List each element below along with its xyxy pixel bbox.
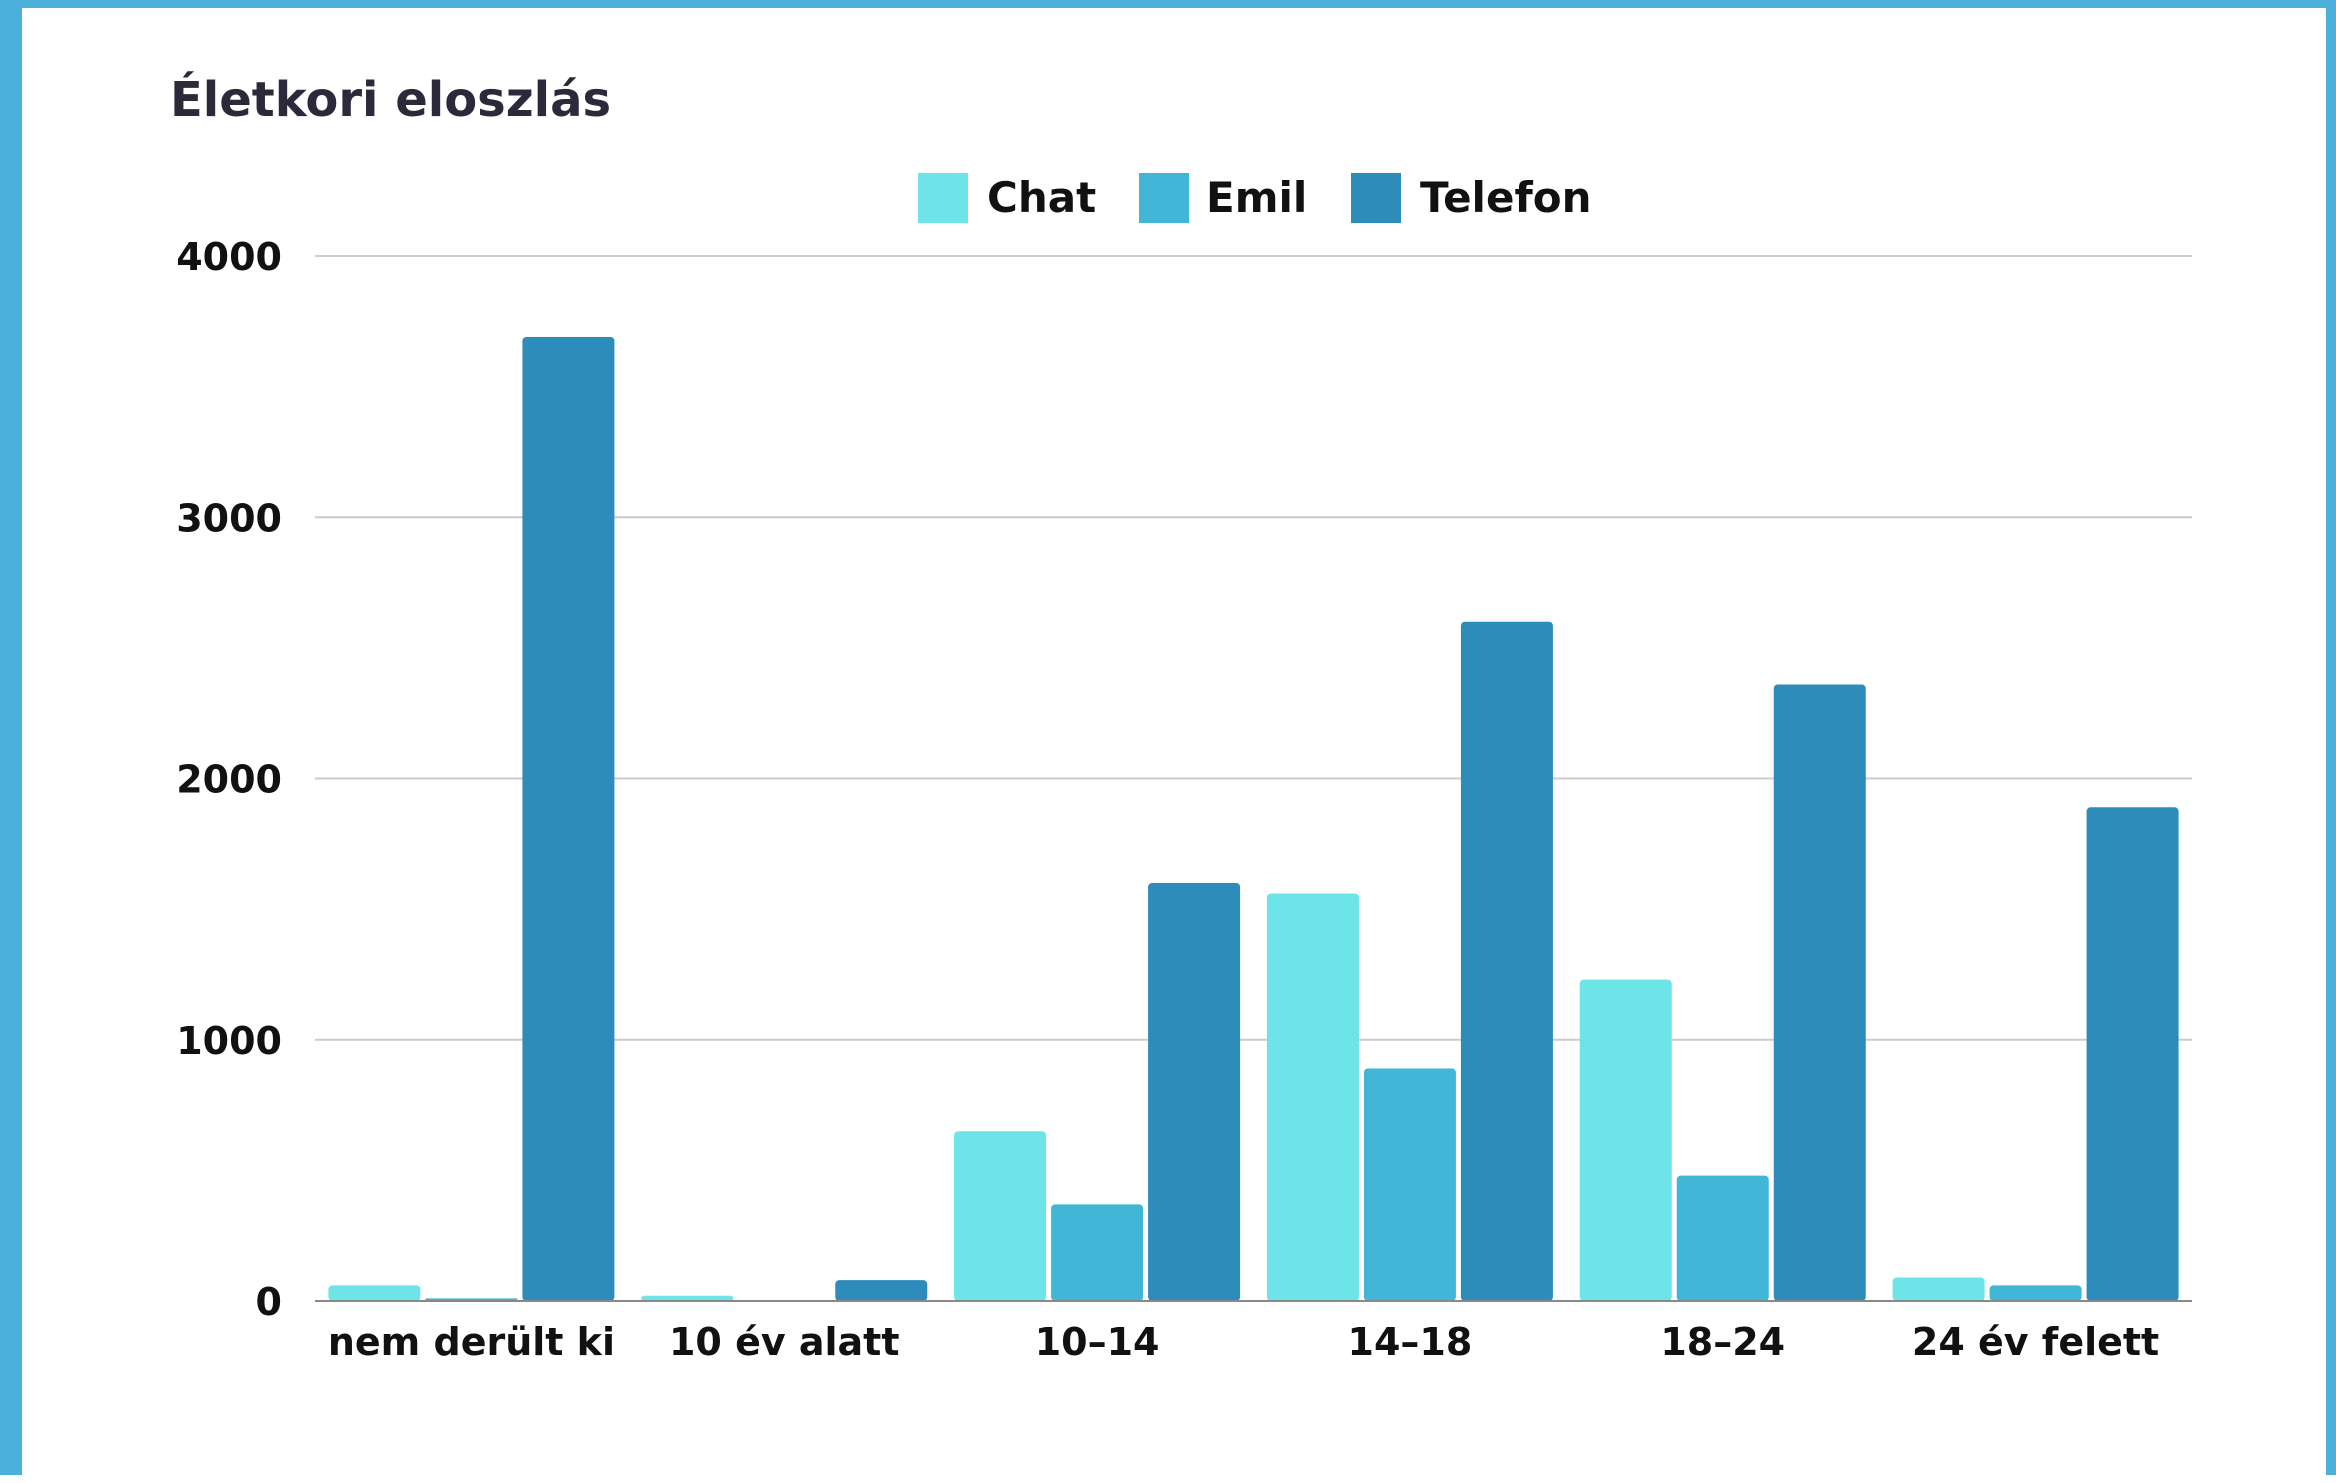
bars [328, 336, 2179, 1301]
y-tick-label: 0 [256, 1280, 282, 1324]
bar-chat-3 [1266, 893, 1359, 1301]
y-tick-label: 3000 [176, 496, 282, 540]
x-tick-label: 18–24 [1660, 1320, 1785, 1364]
x-tick-label: 24 év felett [1912, 1320, 2159, 1364]
x-tick-label: 10–14 [1035, 1320, 1160, 1364]
bar-chat-1 [641, 1295, 734, 1301]
gridlines [315, 255, 2192, 1041]
legend-swatch-telefon [1351, 173, 1401, 223]
bar-telefon-4 [1773, 684, 1866, 1301]
bar-emil-5 [1989, 1285, 2082, 1301]
bar-chat-0 [328, 1285, 421, 1301]
legend-label-emil: Emil [1206, 173, 1307, 222]
bar-telefon-5 [2086, 807, 2179, 1301]
bar-telefon-2 [1148, 883, 1241, 1301]
bar-chat-5 [1892, 1277, 1985, 1301]
legend-label-chat: Chat [987, 173, 1096, 222]
legend-swatch-chat [918, 173, 968, 223]
y-tick-label: 4000 [176, 235, 282, 279]
y-tick-label: 1000 [176, 1019, 282, 1063]
bar-emil-2 [1051, 1204, 1144, 1301]
chart-title: Életkori eloszlás [170, 71, 611, 128]
bar-emil-4 [1676, 1175, 1769, 1301]
legend: Chat Emil Telefon [918, 173, 1591, 223]
y-tick-label: 2000 [176, 758, 282, 802]
bar-telefon-1 [835, 1280, 928, 1301]
x-tick-label: 14–18 [1348, 1320, 1473, 1364]
bar-emil-3 [1363, 1068, 1456, 1301]
x-tick-label: 10 év alatt [669, 1320, 900, 1364]
y-axis-ticks: 0 1000 2000 3000 4000 [176, 235, 282, 1324]
legend-label-telefon: Telefon [1420, 173, 1591, 222]
x-tick-label: nem derült ki [328, 1320, 615, 1364]
chart: Életkori eloszlás 0 1000 2000 3000 4000 nem … [170, 71, 2192, 1364]
bar-telefon-3 [1460, 621, 1553, 1301]
x-axis-ticks: nem derült ki 10 év alatt 10–14 14–18 18–24 2… [328, 1320, 2159, 1364]
bar-chat-2 [954, 1131, 1047, 1301]
legend-swatch-emil [1139, 173, 1189, 223]
bar-telefon-0 [522, 336, 615, 1301]
bar-chat-4 [1579, 979, 1672, 1301]
